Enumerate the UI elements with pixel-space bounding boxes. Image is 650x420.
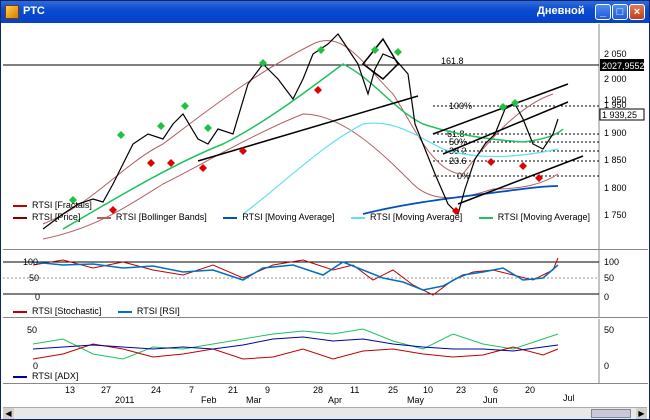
adx-minus-di[interactable]: [32, 343, 559, 360]
adx-y-axis: 50 0 50 0: [27, 325, 614, 371]
legend-fractals: RTSI [Fractals]: [13, 200, 92, 210]
maximize-button[interactable]: □: [612, 4, 628, 20]
legend-rsi: RTSI [RSI]: [136, 306, 180, 316]
fib-label-382: 38.2: [449, 146, 467, 156]
price-box-top: 1 950: [604, 95, 627, 105]
fib-label-161: 161.8: [441, 56, 464, 66]
trend-line-1[interactable]: [197, 95, 419, 162]
legend-ma-2: RTSI [Moving Average]: [370, 212, 463, 222]
level-price-box: [600, 59, 644, 71]
fib-label-236: 23.6: [449, 156, 467, 166]
trend-line-3[interactable]: [442, 101, 569, 155]
scroll-left-arrow-icon[interactable]: ◀: [3, 408, 14, 419]
rsi-line[interactable]: [32, 261, 559, 291]
legend-ma-3: RTSI [Moving Average]: [497, 212, 590, 222]
adx-line[interactable]: [32, 336, 559, 352]
legend-adx: RTSI [ADX]: [32, 371, 79, 381]
adx-chart[interactable]: 50 0 50 0: [3, 319, 648, 383]
trend-line-2[interactable]: [432, 83, 569, 135]
svg-text:2 000: 2 000: [604, 74, 627, 84]
legend-adx-row: RTSI [ADX]: [13, 371, 78, 381]
price-chart[interactable]: 161.8 100% 61.8 50% 38.2 23.6 0%: [3, 24, 648, 249]
scroll-thumb[interactable]: [591, 409, 631, 418]
svg-text:1 950: 1 950: [604, 100, 627, 110]
svg-text:1 750: 1 750: [604, 210, 627, 220]
svg-text:50: 50: [604, 325, 614, 335]
ma-blue[interactable]: [362, 185, 559, 215]
pattern-shape[interactable]: [361, 37, 399, 80]
legend-main-row: RTSI [Price] RTSI [Bollinger Bands] RTSI…: [13, 212, 599, 222]
oscillator-chart[interactable]: 100 50 0 100 50 0: [3, 250, 648, 317]
svg-text:2 050: 2 050: [604, 49, 627, 59]
price-y-axis: 2 050 2 000 1 950 1 900 1 850 1 800 1 75…: [604, 49, 627, 220]
svg-text:50: 50: [27, 325, 37, 335]
svg-text:100: 100: [23, 257, 38, 267]
fib-label-0: 0%: [457, 171, 470, 181]
svg-text:1 800: 1 800: [604, 183, 627, 193]
ma-green[interactable]: [62, 63, 564, 230]
fractal-down-markers: [109, 86, 543, 215]
svg-text:0: 0: [33, 361, 38, 371]
fib-label-618: 61.8: [447, 129, 465, 139]
adx-panel[interactable]: 50 0 50 0: [3, 319, 648, 384]
fractal-up-markers: [69, 46, 519, 204]
svg-text:50: 50: [604, 273, 614, 283]
bollinger-upper[interactable]: [42, 39, 554, 225]
title-bar[interactable]: РТС Дневной _ □ ×: [1, 1, 649, 23]
minimize-button[interactable]: _: [595, 4, 611, 20]
timeframe-label[interactable]: Дневной: [537, 5, 585, 17]
svg-text:0: 0: [604, 361, 609, 371]
level-price-text: 2027,9552: [602, 61, 645, 71]
price-panel[interactable]: 161.8 100% 61.8 50% 38.2 23.6 0%: [3, 24, 648, 250]
window-title: РТС: [23, 5, 45, 17]
svg-text:0: 0: [35, 292, 40, 302]
svg-text:1 900: 1 900: [604, 128, 627, 138]
current-price-text: 1 939,25: [602, 110, 637, 120]
scroll-right-arrow-icon[interactable]: ▶: [636, 408, 647, 419]
legend-bollinger: RTSI [Bollinger Bands]: [115, 212, 207, 222]
svg-text:50: 50: [29, 273, 39, 283]
legend-ma-1: RTSI [Moving Average]: [242, 212, 335, 222]
x-axis: 13 27 24 7 21 9 28 11 25 10 23 6 20 Jul …: [65, 385, 575, 405]
svg-text:100: 100: [604, 257, 619, 267]
price-line[interactable]: [42, 33, 559, 230]
fib-label-50: 50%: [449, 137, 467, 147]
ma-cyan[interactable]: [242, 122, 559, 215]
legend-stochastic: RTSI [Stochastic]: [32, 306, 102, 316]
chart-app-icon: [5, 5, 19, 19]
svg-text:0: 0: [604, 292, 609, 302]
stochastic-line[interactable]: [32, 257, 559, 296]
fib-label-100: 100%: [449, 101, 472, 111]
legend-osc-row: RTSI [Stochastic] RTSI [RSI]: [13, 306, 180, 316]
adx-plus-di[interactable]: [32, 328, 559, 360]
legend-price: RTSI [Price]: [32, 212, 81, 222]
close-button[interactable]: ×: [629, 4, 645, 20]
current-price-box: [599, 108, 645, 121]
trend-line-4[interactable]: [457, 155, 584, 205]
horizontal-scrollbar[interactable]: ◀ ▶: [3, 407, 647, 419]
oscillator-panel[interactable]: 100 50 0 100 50 0: [3, 250, 648, 318]
svg-text:1 850: 1 850: [604, 155, 627, 165]
osc-y-axis: 100 50 0 100 50 0: [23, 257, 619, 302]
